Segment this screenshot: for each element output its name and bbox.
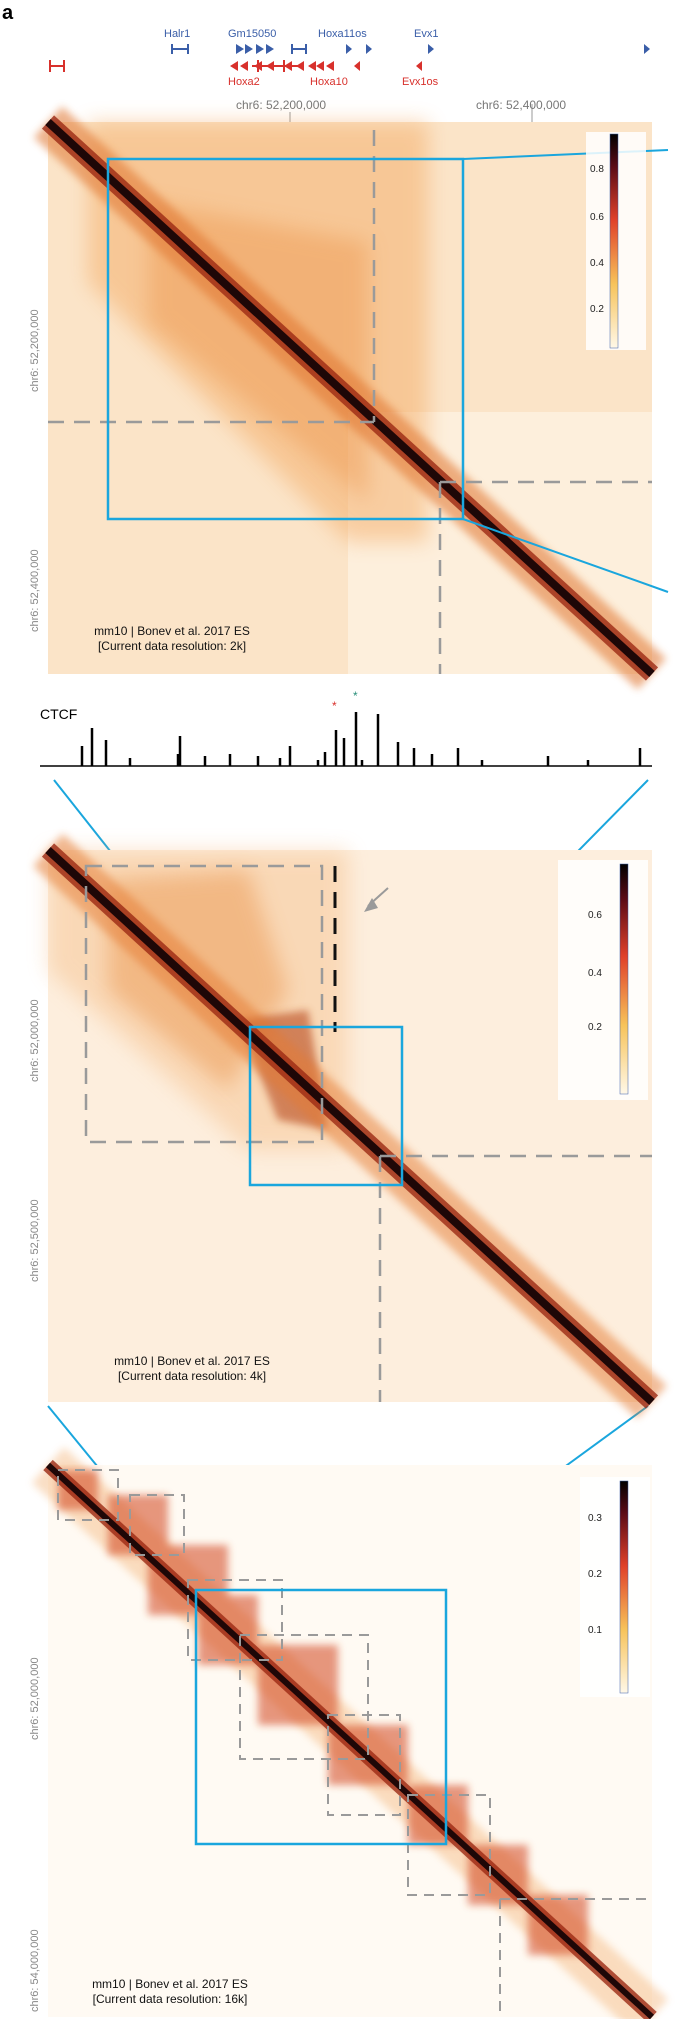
- gene-label-evx1: Evx1: [414, 28, 439, 40]
- colorbar-tick: 0.2: [588, 1569, 602, 1580]
- svg-text:*: *: [353, 689, 358, 703]
- hic-map-16k: 0.3 0.2 0.1 mm10 | Bonev et al. 2017 ES …: [31, 1447, 669, 2019]
- hic-map-16k-canvas: [31, 1447, 669, 2019]
- colorbar-tick: 0.6: [588, 910, 602, 921]
- colorbar-tick: 0.4: [588, 968, 602, 979]
- ctcf-track: CTCF * *: [40, 689, 652, 770]
- map-source-label: mm10 | Bonev et al. 2017 ES [Current dat…: [70, 1977, 270, 2007]
- panel-letter: a: [2, 2, 14, 24]
- y-axis-label: chr6: 52,400,000: [29, 549, 41, 632]
- gene-glyphs: [49, 44, 650, 122]
- map-source-label: mm10 | Bonev et al. 2017 ES [Current dat…: [72, 624, 272, 654]
- gene-track: Halr1 Gm15050 Hoxa11os Evx1 Hoxa2 Hoxa10…: [0, 0, 681, 122]
- map-source: mm10 | Bonev et al. 2017 ES: [114, 1354, 270, 1368]
- y-axis-label: chr6: 52,500,000: [29, 1199, 41, 1282]
- gene-label-hoxa2: Hoxa2: [228, 76, 260, 88]
- top-coord-1: chr6: 52,200,000: [236, 98, 327, 112]
- colorbar-tick: 0.2: [590, 304, 604, 315]
- map-resolution: [Current data resolution: 4k]: [117, 1369, 267, 1383]
- gene-label-hoxa10: Hoxa10: [310, 76, 348, 88]
- map-resolution: [Current data resolution: 16k]: [92, 1992, 248, 2006]
- gene-label-halr1: Halr1: [164, 28, 191, 40]
- top-coord-2: chr6: 52,400,000: [476, 98, 567, 112]
- colorbar-tick: 0.3: [588, 1513, 602, 1524]
- colorbar-tick: 0.1: [588, 1625, 602, 1636]
- colorbar-tick: 0.4: [590, 258, 604, 269]
- y-axis-label: chr6: 52,200,000: [29, 309, 41, 392]
- y-axis-label: chr6: 54,000,000: [29, 1929, 41, 2012]
- hic-map-2k-canvas: [33, 106, 669, 690]
- map-source: mm10 | Bonev et al. 2017 ES: [92, 1977, 248, 1991]
- ctcf-label: CTCF: [40, 706, 78, 722]
- colorbar-tick: 0.8: [590, 164, 604, 175]
- y-axis-label: chr6: 52,000,000: [29, 999, 41, 1082]
- map-source: mm10 | Bonev et al. 2017 ES: [94, 624, 250, 638]
- hic-map-2k: 0.8 0.6 0.4 0.2 mm10 | Bonev et al. 2017…: [33, 106, 669, 690]
- gene-label-gm15050: Gm15050: [228, 28, 277, 40]
- gene-label-evx1os: Evx1os: [402, 76, 439, 88]
- svg-text:*: *: [332, 699, 337, 713]
- ctcf-signal: * *: [40, 689, 652, 767]
- map-resolution: [Current data resolution: 2k]: [97, 639, 247, 653]
- hic-map-4k: 0.6 0.4 0.2 mm10 | Bonev et al. 2017 ES …: [33, 833, 667, 1419]
- map-source-label: mm10 | Bonev et al. 2017 ES [Current dat…: [92, 1354, 292, 1384]
- gene-label-hoxa11os: Hoxa11os: [318, 28, 367, 40]
- colorbar-tick: 0.2: [588, 1022, 602, 1033]
- y-axis-label: chr6: 52,000,000: [29, 1657, 41, 1740]
- colorbar-tick: 0.6: [590, 212, 604, 223]
- hic-map-4k-canvas: [33, 833, 667, 1419]
